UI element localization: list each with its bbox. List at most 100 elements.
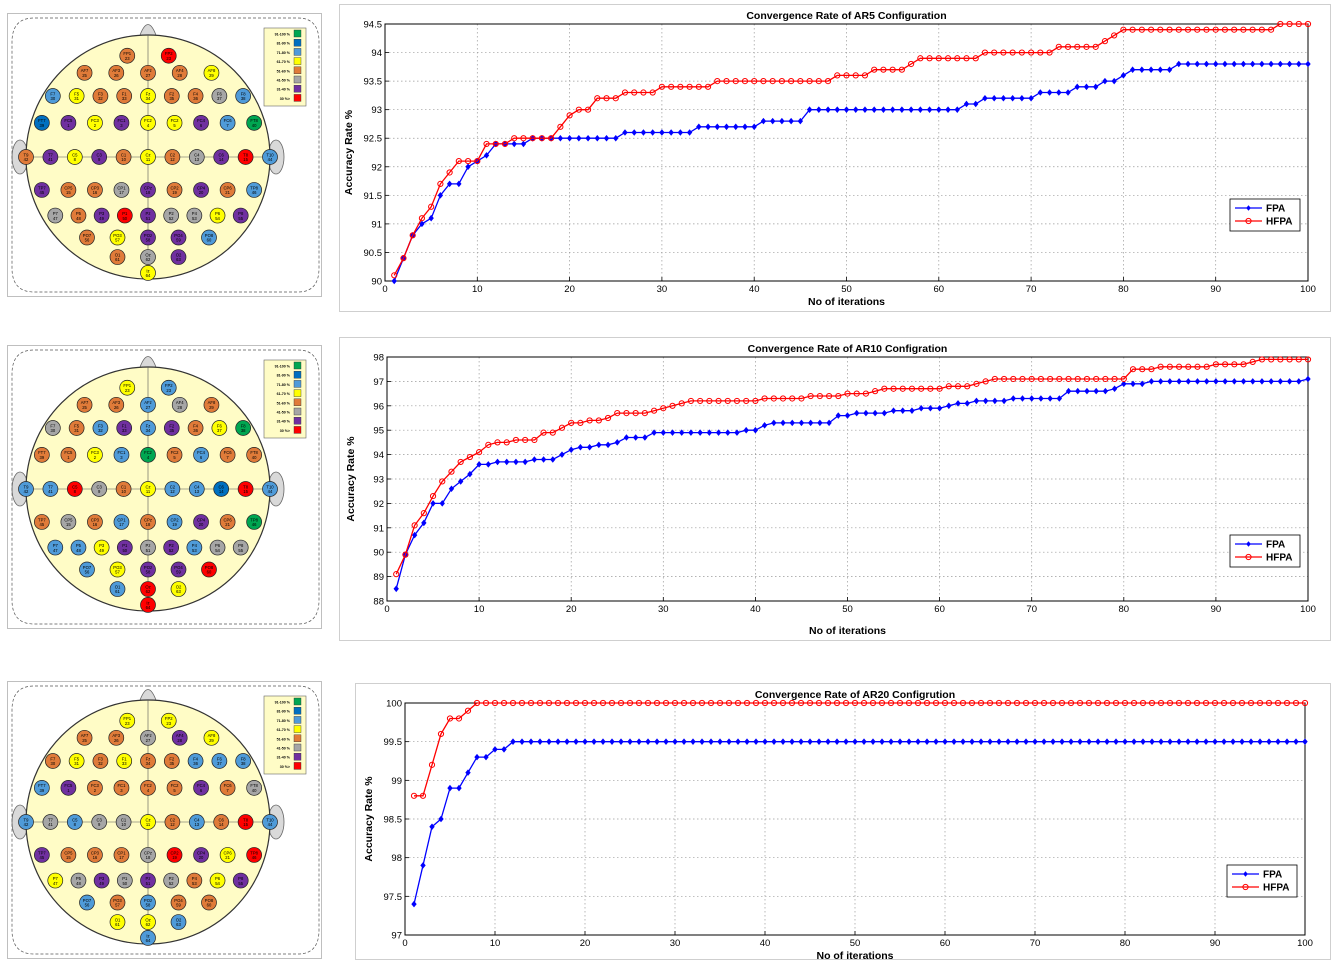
electrode-number: 29 [209, 738, 214, 743]
electrode-name: O1 [115, 252, 121, 257]
electrode-name: AF3 [112, 400, 120, 405]
data-point-hfpa [1240, 361, 1247, 368]
data-point-fpa [1037, 89, 1044, 96]
electrode-number: 25 [82, 73, 87, 78]
data-point-hfpa [770, 699, 778, 707]
electrode-dot [211, 420, 228, 436]
electrode-number: 54 [215, 881, 220, 886]
electrode-dot [237, 814, 254, 830]
electrode-dot [262, 149, 278, 165]
electrode-dot [188, 149, 205, 165]
scale-label: 30 %> [280, 429, 290, 433]
electrode-number: 64 [146, 605, 151, 610]
electrode-number: 7 [226, 788, 229, 793]
data-point-fpa [798, 738, 804, 745]
data-point-hfpa [986, 699, 994, 707]
data-point-hfpa [1203, 26, 1210, 33]
electrode-number: 38 [241, 96, 246, 101]
data-point-fpa [546, 738, 552, 745]
electrode-dot [163, 207, 180, 224]
data-point-hfpa [825, 392, 833, 400]
data-point-fpa [649, 129, 656, 136]
scale-label: 61-70 % [277, 392, 291, 396]
data-point-fpa [743, 426, 749, 434]
data-point-fpa [751, 123, 757, 131]
electrode-number: 57 [115, 903, 120, 908]
electrode-dot [87, 446, 103, 463]
y-tick-label: 90.5 [364, 248, 383, 259]
data-point-hfpa [788, 78, 795, 85]
scale-swatch [293, 57, 302, 65]
legend-box [1226, 864, 1298, 898]
data-point-fpa [771, 738, 777, 745]
data-point-fpa [744, 738, 750, 745]
electrode-number: 26 [114, 738, 119, 743]
electrode-name: P8 [238, 876, 244, 881]
data-point-fpa [1222, 378, 1228, 385]
data-point-hfpa [509, 699, 517, 707]
electrode-number: 52 [169, 881, 174, 886]
data-point-hfpa [1277, 356, 1284, 363]
data-point-hfpa [1148, 699, 1156, 707]
electrode-number: 60 [207, 903, 212, 908]
data-point-hfpa [439, 478, 446, 485]
data-point-fpa [411, 531, 418, 539]
electrode-dot [93, 539, 110, 556]
electrode-number: 37 [217, 761, 222, 766]
data-point-fpa [1046, 89, 1053, 96]
electrode-c3: C39 [91, 814, 108, 830]
data-point-fpa [603, 134, 610, 142]
electrode-dot [108, 64, 125, 81]
data-point-hfpa [662, 699, 670, 707]
data-point-fpa [1086, 738, 1092, 745]
data-point-fpa [771, 419, 777, 427]
electrode-dot [47, 207, 64, 224]
data-point-fpa [1014, 738, 1020, 745]
electrode-number: 39 [40, 788, 45, 793]
electrode-number: 23 [125, 721, 130, 726]
electrode-number: 62 [146, 589, 151, 594]
y-tick-label: 99 [391, 776, 402, 787]
data-point-fpa [411, 900, 417, 908]
electrode-number: 17 [119, 522, 124, 527]
electrode-dot [160, 379, 177, 396]
electrode-number: 53 [192, 216, 197, 221]
data-point-fpa [1221, 738, 1227, 745]
electrode-dot [109, 229, 126, 246]
electrode-number: 19 [172, 855, 177, 860]
electrode-dot [68, 88, 85, 104]
y-axis-label: Accuracy Rate % [363, 776, 375, 862]
data-point-fpa [1149, 738, 1155, 745]
electrode-name: FCz [144, 118, 152, 123]
electrode-dot [211, 88, 228, 104]
electrode-number: 36 [193, 428, 198, 433]
electrode-number: 25 [82, 738, 87, 743]
electrode-dot [235, 420, 252, 436]
x-tick-label: 100 [1300, 284, 1316, 295]
electrode-name: CP4 [197, 850, 206, 855]
data-point-hfpa [824, 78, 832, 85]
scale-swatch [293, 361, 302, 370]
data-point-hfpa [1249, 358, 1256, 365]
data-point-fpa [1111, 385, 1118, 392]
data-point-hfpa [1121, 699, 1129, 707]
data-point-fpa [1093, 83, 1099, 91]
data-point-hfpa [769, 78, 776, 85]
electrode-dot [91, 149, 108, 165]
data-point-hfpa [725, 699, 733, 707]
electrode-dot [140, 481, 156, 497]
electrode-dot [166, 114, 183, 131]
scale-swatch [293, 743, 302, 752]
data-point-hfpa [1193, 699, 1201, 707]
